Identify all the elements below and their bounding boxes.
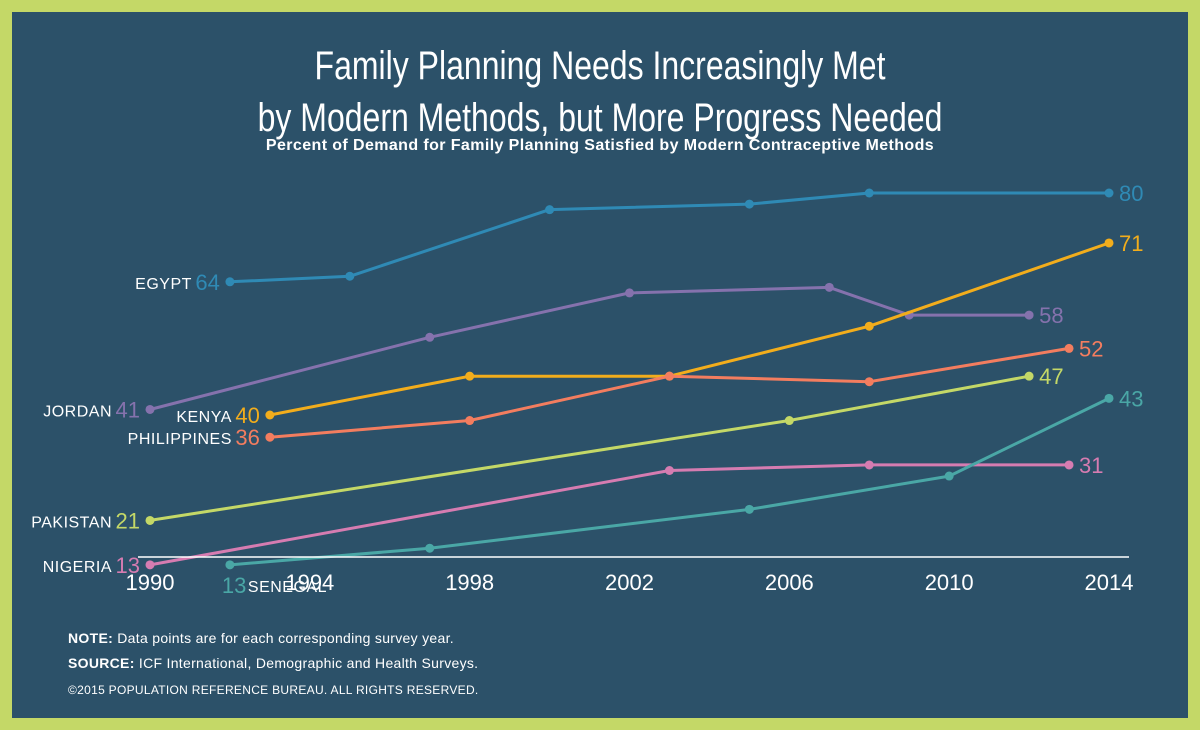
- data-point-kenya: [265, 410, 275, 420]
- chart-title-line-1: Family Planning Needs Increasingly Met: [314, 44, 886, 88]
- start-value-egypt: 64: [195, 270, 219, 295]
- data-point-jordan: [425, 332, 435, 342]
- data-point-senegal: [225, 560, 235, 570]
- data-point-jordan: [145, 404, 155, 414]
- data-point-jordan: [625, 288, 634, 298]
- series-pakistan: [145, 371, 1034, 525]
- data-point-egypt: [345, 271, 355, 281]
- end-value-egypt: 80: [1119, 181, 1143, 206]
- data-point-kenya: [864, 321, 874, 331]
- data-point-senegal: [1104, 393, 1114, 403]
- series-kenya: [265, 238, 1114, 420]
- start-value-senegal: 13: [222, 573, 246, 598]
- country-label-egypt: EGYPT: [135, 276, 192, 293]
- country-label-philippines: PHILIPPINES: [128, 431, 232, 448]
- x-tick-label: 2014: [1085, 570, 1134, 595]
- end-value-jordan: 58: [1039, 303, 1063, 328]
- data-point-senegal: [425, 543, 435, 553]
- copyright: ©2015 POPULATION REFERENCE BUREAU. ALL R…: [68, 683, 479, 697]
- data-point-jordan: [824, 282, 834, 292]
- data-point-egypt: [545, 205, 555, 215]
- start-value-jordan: 41: [116, 397, 140, 422]
- data-point-philippines: [1064, 343, 1074, 353]
- country-label-senegal: SENEGAL: [248, 579, 327, 596]
- country-label-pakistan: PAKISTAN: [31, 514, 112, 531]
- data-point-pakistan: [784, 416, 794, 426]
- chart-title-line-2: by Modern Methods, but More Progress Nee…: [257, 96, 943, 140]
- note-line: NOTE: Data points are for each correspon…: [68, 630, 454, 646]
- series-line-kenya: [269, 241, 1110, 417]
- data-point-nigeria: [664, 466, 674, 475]
- data-point-philippines: [864, 377, 874, 387]
- x-tick-label: 2010: [925, 570, 974, 595]
- data-point-kenya: [1104, 238, 1114, 248]
- note-text: Data points are for each corresponding s…: [117, 630, 454, 646]
- data-point-kenya: [465, 371, 475, 381]
- end-value-senegal: 43: [1119, 386, 1143, 411]
- series-egypt: [225, 188, 1114, 287]
- x-tick-label: 1994: [285, 570, 334, 595]
- start-value-pakistan: 21: [116, 508, 140, 533]
- series-nigeria: [145, 460, 1074, 570]
- chart-panel: Family Planning Needs Increasingly Met b…: [12, 12, 1188, 718]
- source-line: SOURCE: ICF International, Demographic a…: [68, 655, 478, 671]
- data-point-philippines: [465, 416, 475, 426]
- series-philippines: [265, 343, 1074, 442]
- series-line-senegal: [229, 397, 1110, 567]
- end-value-kenya: 71: [1119, 231, 1143, 256]
- end-value-pakistan: 47: [1039, 364, 1063, 389]
- chart-title: Family Planning Needs Increasingly Met b…: [130, 40, 1071, 144]
- data-point-nigeria: [1064, 460, 1074, 470]
- data-point-philippines: [664, 371, 674, 381]
- data-point-pakistan: [1024, 371, 1034, 381]
- start-value-kenya: 40: [235, 403, 259, 428]
- chart-subtitle: Percent of Demand for Family Planning Sa…: [265, 137, 935, 154]
- end-value-nigeria: 31: [1079, 453, 1103, 478]
- x-tick-label: 2002: [605, 570, 654, 595]
- data-point-nigeria: [864, 460, 874, 470]
- source-label: SOURCE:: [68, 655, 135, 671]
- x-tick-label: 2006: [765, 570, 814, 595]
- data-point-egypt: [744, 199, 754, 209]
- data-point-egypt: [864, 188, 874, 198]
- x-tick-label: 1990: [126, 570, 175, 595]
- data-point-nigeria: [145, 560, 155, 570]
- start-value-nigeria: 13: [116, 553, 140, 578]
- end-value-philippines: 52: [1079, 336, 1103, 361]
- country-label-kenya: KENYA: [176, 409, 232, 426]
- data-point-pakistan: [145, 515, 155, 525]
- data-point-jordan: [1024, 310, 1034, 320]
- series-senegal: [225, 393, 1114, 570]
- data-point-senegal: [944, 471, 954, 481]
- series-line-pakistan: [149, 374, 1030, 522]
- start-value-philippines: 36: [235, 425, 259, 450]
- data-point-egypt: [1104, 188, 1114, 198]
- x-tick-label: 1998: [445, 570, 494, 595]
- data-point-egypt: [225, 277, 235, 287]
- country-label-nigeria: NIGERIA: [43, 559, 112, 576]
- series-line-jordan: [149, 285, 1030, 411]
- country-label-jordan: JORDAN: [43, 403, 112, 420]
- series-line-egypt: [229, 191, 1109, 284]
- source-text: ICF International, Demographic and Healt…: [138, 655, 479, 671]
- x-axis: 1990 1994 1998 2002 2006 2010 2014: [126, 556, 1134, 595]
- note-label: NOTE:: [68, 630, 114, 646]
- series-jordan: [145, 282, 1034, 414]
- data-point-senegal: [744, 504, 754, 514]
- series-lines: [145, 188, 1114, 570]
- data-point-philippines: [265, 432, 275, 442]
